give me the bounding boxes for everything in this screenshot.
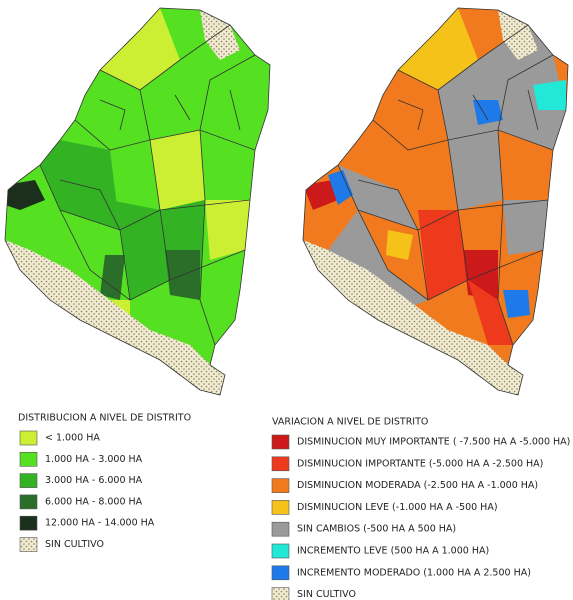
legend-label: SIN CULTIVO: [297, 589, 356, 600]
legend-label: 3.000 HA - 6.000 HA: [45, 475, 143, 486]
legend-label: 6.000 HA - 8.000 HA: [45, 496, 143, 507]
legend-label: SIN CAMBIOS (-500 HA A 500 HA): [297, 524, 456, 535]
legend-label: INCREMENTO MODERADO (1.000 HA A 2.500 HA…: [297, 567, 531, 578]
legend-label: INCREMENTO LEVE (500 HA A 1.000 HA): [297, 546, 489, 557]
right-map: [302, 7, 569, 396]
legend-swatch: [271, 500, 290, 515]
legend-label: SIN CULTIVO: [45, 539, 104, 550]
legend-label: DISMINUCION LEVE (-1.000 HA A -500 HA): [297, 502, 498, 513]
legend-label: DISMINUCION MODERADA (-2.500 HA A -1.000…: [297, 480, 538, 491]
legend-title: VARIACION A NIVEL DE DISTRITO: [272, 417, 428, 428]
legend-swatch: [19, 537, 38, 552]
legend-swatch: [19, 430, 38, 446]
legend-swatch: [271, 478, 290, 493]
legend-title: DISTRIBUCION A NIVEL DE DISTRITO: [18, 413, 191, 424]
legend-swatch: [19, 515, 38, 531]
legend-swatch: [271, 587, 290, 600]
legend-label: DISMINUCION MUY IMPORTANTE ( -7.500 HA A…: [297, 437, 570, 448]
legend-swatch: [19, 494, 38, 510]
legend-swatch: [271, 565, 290, 581]
legend-swatch: [271, 521, 290, 537]
legend-swatch: [271, 456, 290, 472]
legend-label: 12.000 HA - 14.000 HA: [45, 518, 155, 529]
legend-swatch: [271, 543, 290, 559]
legend-swatch: [19, 451, 38, 467]
legend-label: 1.000 HA - 3.000 HA: [45, 454, 143, 465]
legend-label: < 1.000 HA: [45, 433, 100, 444]
legend-swatch: [271, 434, 290, 450]
legend-label: DISMINUCION IMPORTANTE (-5.000 HA A -2.5…: [297, 458, 543, 469]
left-map: [4, 7, 271, 396]
legend-swatch: [19, 473, 38, 488]
